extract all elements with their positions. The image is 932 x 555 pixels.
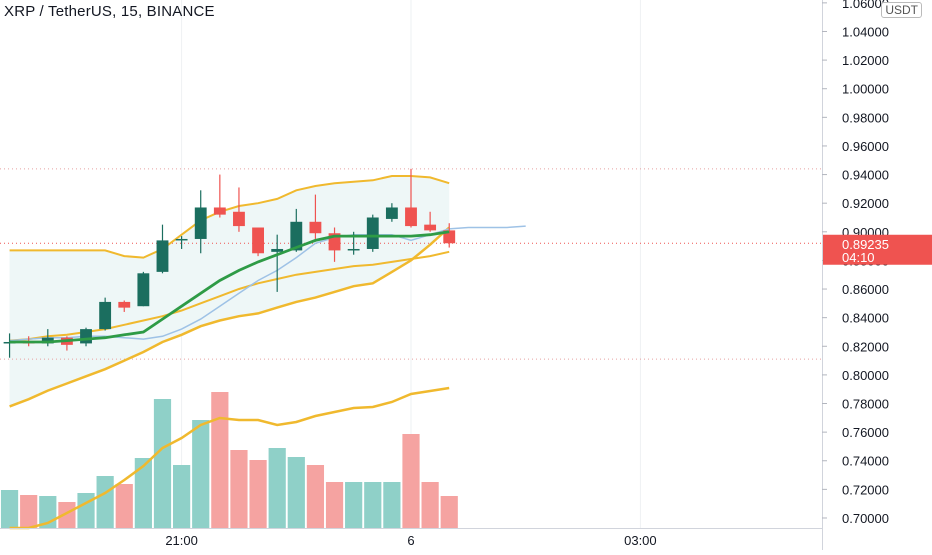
- volume-bar: [96, 476, 114, 528]
- candle-countdown: 04:10: [842, 250, 875, 265]
- price-tick-label: 0.82000: [842, 339, 889, 354]
- candle-body: [309, 221, 322, 234]
- candle: [252, 227, 264, 257]
- bollinger-fill: [9, 176, 450, 407]
- candle: [233, 187, 245, 232]
- candle: [175, 236, 188, 249]
- volume-bar: [134, 458, 152, 528]
- ma-green-line: [9, 230, 450, 344]
- candle-body: [118, 301, 131, 308]
- ma-blue-line: [9, 225, 526, 342]
- candle-body: [194, 207, 207, 239]
- time-tick-label: 21:00: [165, 533, 198, 548]
- volume-bar: [249, 460, 267, 528]
- candle: [3, 333, 16, 358]
- volume-bar: [173, 465, 191, 528]
- price-tick-label: 0.76000: [842, 425, 889, 440]
- volume-bar: [440, 496, 458, 528]
- price-tick-label: 0.94000: [842, 168, 889, 183]
- volume-bar: [20, 495, 38, 528]
- candle-body: [405, 207, 417, 227]
- candle: [290, 208, 303, 252]
- candle-body: [424, 224, 437, 231]
- time-tick-label: 6: [407, 533, 414, 548]
- candle: [194, 190, 207, 254]
- volume-bar: [383, 482, 401, 528]
- current-price-value: 0.89235: [842, 237, 889, 252]
- candle: [156, 224, 169, 274]
- price-tick-label: 0.70000: [842, 511, 889, 526]
- volume-bar: [115, 484, 133, 528]
- volume-bar: [0, 490, 19, 528]
- candle: [424, 211, 437, 232]
- candle-body: [80, 329, 92, 344]
- volume-bar: [364, 482, 382, 528]
- candle: [385, 203, 398, 222]
- price-tick-label: 0.84000: [842, 311, 889, 326]
- volume-bar: [345, 482, 363, 528]
- volume-ma-line: [9, 386, 450, 530]
- price-tick-label: 0.80000: [842, 368, 889, 383]
- candle: [80, 327, 92, 347]
- candle-body: [233, 211, 245, 227]
- candle-body: [385, 207, 398, 219]
- price-tick-label: 1.04000: [842, 24, 889, 39]
- volume-bar: [230, 450, 248, 528]
- candle: [213, 174, 226, 218]
- bollinger-lower-line: [9, 226, 451, 408]
- candle-body: [328, 233, 341, 251]
- volume-bar: [402, 434, 420, 528]
- candle-body: [137, 273, 150, 307]
- candle-body: [41, 337, 54, 344]
- volume-bar: [268, 448, 286, 528]
- price-tick-label: 1.02000: [842, 53, 889, 68]
- candle-body: [213, 207, 226, 215]
- volume-bar: [153, 399, 172, 528]
- volume-bar: [287, 457, 305, 528]
- price-tick-label: 0.74000: [842, 454, 889, 469]
- candle-body: [271, 248, 284, 252]
- candle-body: [3, 341, 16, 344]
- candle-body: [366, 217, 379, 249]
- candle-body: [175, 238, 188, 241]
- volume-bar: [211, 392, 229, 528]
- price-tick-label: 0.96000: [842, 139, 889, 154]
- candle-body: [156, 240, 169, 272]
- candle-body: [252, 227, 264, 254]
- volume-bar: [77, 493, 95, 528]
- current-price-label: [823, 234, 932, 265]
- candle-body: [443, 230, 456, 244]
- candle: [99, 297, 112, 331]
- price-tick-label: 0.92000: [842, 196, 889, 211]
- volume-bar: [306, 465, 325, 528]
- candle: [41, 329, 54, 347]
- volume-bar: [192, 420, 210, 528]
- candle: [405, 168, 417, 228]
- candle: [271, 234, 284, 292]
- volume-bar: [325, 482, 344, 528]
- price-tick-label: 0.78000: [842, 397, 889, 412]
- chart-title: XRP / TetherUS, 15, BINANCE: [4, 3, 215, 20]
- currency-button[interactable]: USDT: [881, 2, 922, 18]
- price-tick-label: 1.06000: [842, 0, 889, 11]
- candle-body: [347, 248, 360, 251]
- candle: [309, 194, 322, 239]
- candle: [328, 227, 341, 262]
- candle: [443, 223, 456, 248]
- price-tick-label: 1.00000: [842, 82, 889, 97]
- price-tick-label: 0.98000: [842, 110, 889, 125]
- volume-bar: [421, 482, 439, 528]
- price-tick-label: 0.86000: [842, 282, 889, 297]
- candle: [118, 300, 131, 312]
- candle: [137, 271, 150, 307]
- time-tick-label: 03:00: [624, 533, 657, 548]
- candle-body: [290, 221, 303, 251]
- price-tick-label: 0.72000: [842, 482, 889, 497]
- bollinger-upper-line: [9, 175, 450, 259]
- volume-bar: [58, 502, 76, 528]
- candle-body: [99, 301, 112, 330]
- candle: [366, 214, 379, 252]
